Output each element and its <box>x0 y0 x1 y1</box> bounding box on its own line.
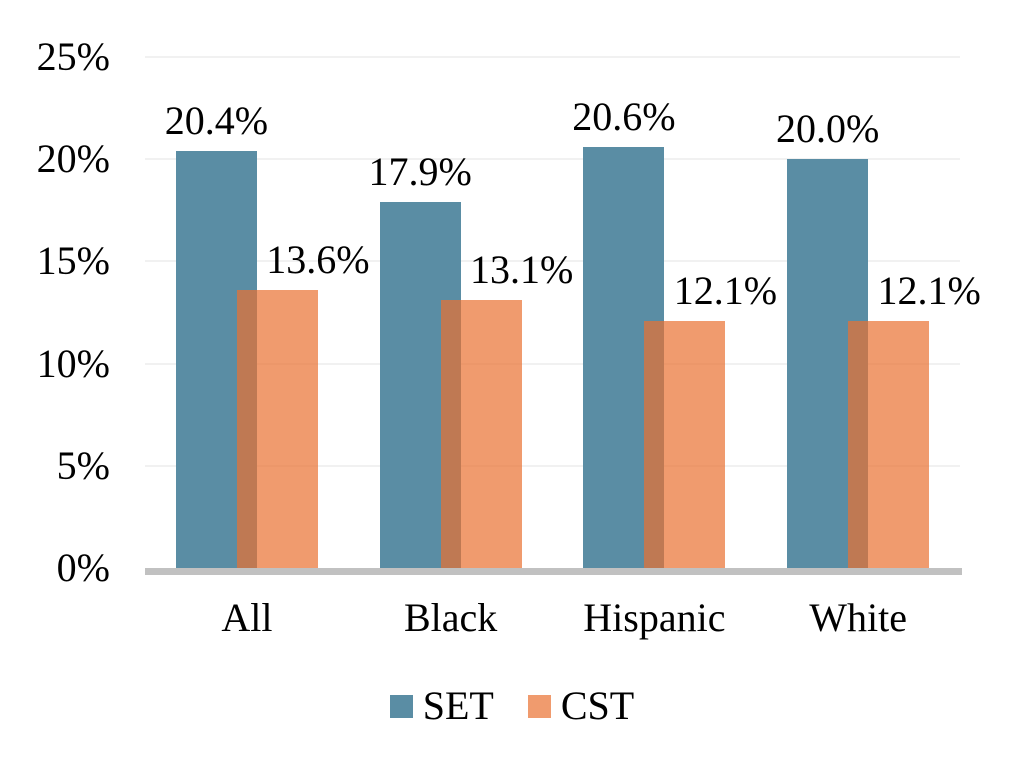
legend: SET CST <box>0 684 1024 728</box>
gridline-15pct <box>145 260 960 263</box>
x-axis-label-hispanic: Hispanic <box>583 595 726 640</box>
data-label-set-hispanic: 20.6% <box>572 93 676 139</box>
y-axis-tick-0pct: 0% <box>56 545 110 590</box>
x-axis-label-black: Black <box>403 595 498 640</box>
y-axis-tick-5pct: 5% <box>56 442 110 488</box>
legend-label-set: SET <box>422 683 494 728</box>
bar-cst-all <box>236 290 318 568</box>
data-label-cst-black: 13.1% <box>469 247 574 293</box>
y-axis-tick-10pct: 10% <box>36 340 110 386</box>
bar-cst-black <box>440 300 522 568</box>
data-label-set-all: 20.4% <box>164 98 269 144</box>
gridline-10pct <box>145 362 960 365</box>
legend-item-set: SET <box>389 683 494 728</box>
data-label-cst-white: 12.1% <box>877 267 981 313</box>
gridline-5pct <box>145 464 960 467</box>
legend-item-cst: CST <box>527 683 635 728</box>
legend-label-cst: CST <box>560 683 635 728</box>
data-label-cst-hispanic: 12.1% <box>673 267 778 313</box>
x-axis-label-white: White <box>809 595 907 640</box>
y-axis-tick-15pct: 15% <box>36 238 110 284</box>
legend-swatch-cst-icon <box>527 694 551 718</box>
gridline-20pct <box>145 158 960 161</box>
bar-cst-white <box>848 320 930 568</box>
data-label-cst-all: 13.6% <box>266 237 370 283</box>
data-label-set-white: 20.0% <box>775 106 880 152</box>
bar-cst-hispanic <box>644 320 726 568</box>
y-axis-tick-20pct: 20% <box>36 136 110 182</box>
gridline-25pct <box>145 56 960 58</box>
x-axis-label-all: All <box>221 595 273 640</box>
y-axis-tick-25pct: 25% <box>36 34 110 79</box>
data-label-set-black: 17.9% <box>368 149 472 195</box>
x-axis-baseline <box>145 568 962 575</box>
legend-swatch-set-icon <box>389 694 413 718</box>
